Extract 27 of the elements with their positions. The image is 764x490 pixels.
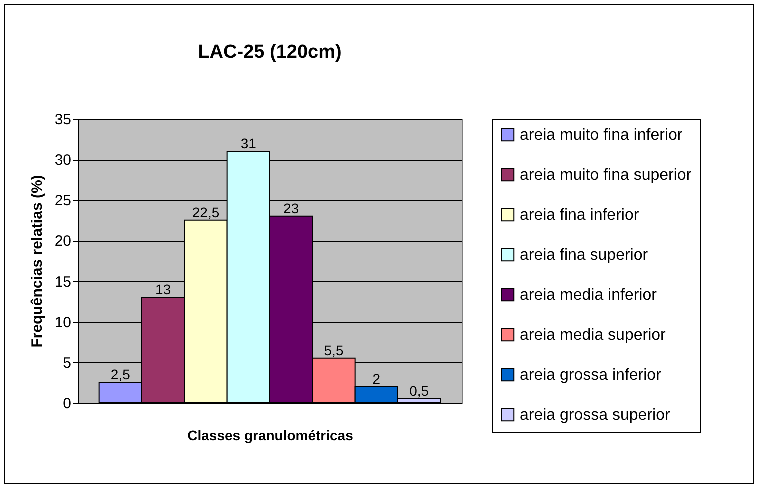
legend-label: areia grossa superior: [520, 407, 671, 424]
y-tick-label: 10: [54, 314, 72, 332]
data-label: 5,5: [324, 342, 344, 358]
y-axis-title: Frequências relatias (%): [28, 175, 46, 348]
data-label: 0,5: [410, 382, 430, 399]
legend-label: areia media superior: [520, 327, 667, 344]
data-label: 23: [284, 200, 300, 216]
y-tick-label: 15: [54, 274, 72, 291]
data-label: 22,5: [192, 204, 220, 220]
y-tick-label: 5: [63, 354, 72, 372]
y-tick-label: 0: [63, 396, 72, 412]
legend-label: areia fina superior: [520, 247, 649, 264]
legend-label: areia muito fina superior: [520, 167, 692, 184]
data-label: 13: [156, 282, 172, 298]
y-tick-label: 35: [54, 112, 72, 128]
chart-title: LAC-25 (120cm): [198, 42, 342, 63]
legend-label: areia media inferior: [520, 287, 658, 304]
y-tick-label: 25: [54, 192, 72, 210]
legend-label: areia grossa inferior: [520, 367, 662, 384]
legend-label: areia muito fina inferior: [520, 127, 684, 144]
legend-label: areia fina inferior: [520, 207, 640, 224]
y-tick-label: 30: [54, 152, 72, 170]
x-axis-title: Classes granulométricas: [188, 428, 354, 444]
data-label: 31: [240, 135, 257, 152]
data-label: 2,5: [110, 366, 131, 383]
y-tick-label: 20: [54, 233, 72, 250]
data-label: 2: [372, 370, 381, 387]
